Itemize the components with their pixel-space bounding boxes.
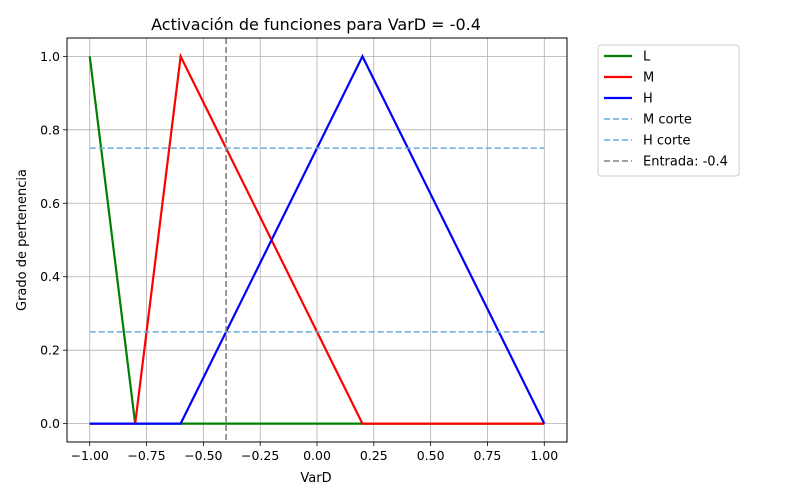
y-axis-label: Grado de pertenencia [15,169,30,311]
x-tick-label: 0.50 [417,448,445,463]
x-tick-label: −0.25 [241,448,279,463]
x-axis-label: VarD [300,471,331,486]
legend-entry-label: H corte [643,134,690,149]
y-tick-label: 0.8 [40,122,60,137]
grid [67,38,567,442]
y-tick-label: 0.4 [40,269,60,284]
x-ticks: −1.00 −0.75 −0.50 −0.25 0.00 0.25 0.50 0.75 1.00 [71,442,558,463]
y-tick-label: 0.0 [40,416,60,431]
legend: LMH M corte H corte Entrada: -0.4 [597,44,740,177]
x-tick-label: −1.00 [71,448,109,463]
legend-entry-label: M [643,71,654,86]
y-ticks: 0.0 0.2 0.4 0.6 0.8 1.0 [40,49,67,431]
x-tick-label: 0.00 [303,448,331,463]
x-tick-label: −0.75 [127,448,165,463]
legend-box [597,44,740,177]
x-tick-label: 0.75 [474,448,502,463]
y-tick-label: 1.0 [40,49,60,64]
x-tick-label: 0.25 [360,448,388,463]
x-tick-label: 1.00 [530,448,558,463]
legend-entry-label: Entrada: -0.4 [643,155,728,170]
y-tick-label: 0.6 [40,196,60,211]
series-h-line [89,53,546,425]
legend-entry-label: H [643,92,653,107]
legend-entry-label: L [643,50,651,65]
chart-title: Activación de funciones para VarD = -0.4 [151,15,481,34]
y-tick-label: 0.2 [40,343,60,358]
legend-entry-label: M corte [643,113,692,128]
x-tick-label: −0.50 [184,448,222,463]
plot-lines [88,38,546,442]
